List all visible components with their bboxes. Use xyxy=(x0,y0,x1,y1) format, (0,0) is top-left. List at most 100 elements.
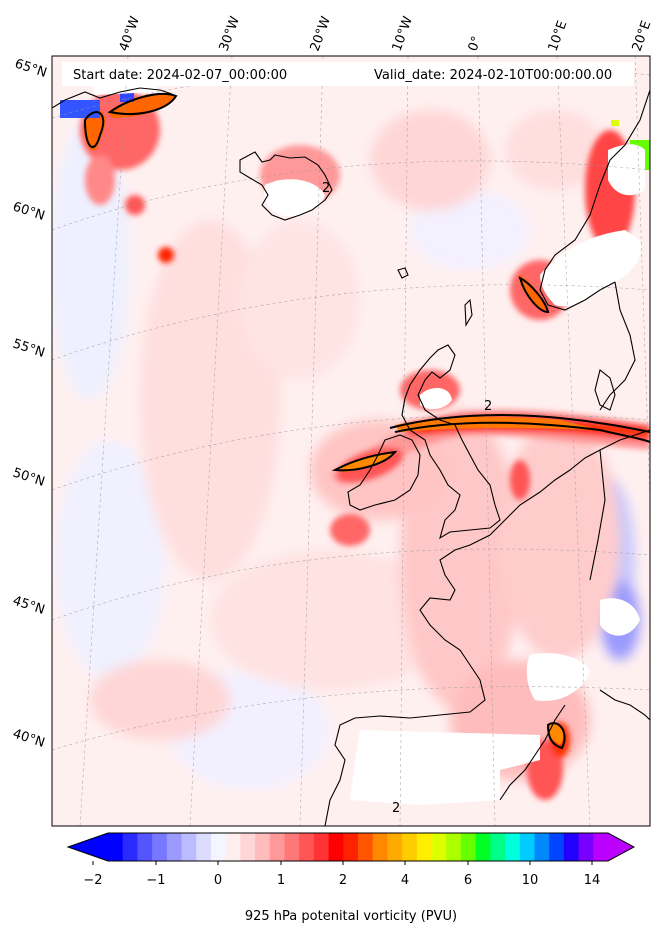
colorbar-swatch xyxy=(431,833,447,861)
colorbar-swatch xyxy=(519,833,535,861)
colorbar-swatch xyxy=(343,833,359,861)
colorbar-swatch xyxy=(563,833,580,861)
valid-date: Valid_date: 2024-02-10T00:00:00.00 xyxy=(374,68,612,83)
cb-tick-label: 1 xyxy=(277,873,285,888)
colorbar-outline xyxy=(66,832,636,862)
lat-label: 55°N xyxy=(11,337,47,361)
colorbar-swatch xyxy=(299,833,315,861)
mask-iberia xyxy=(350,730,540,805)
cb-tick-label: 10 xyxy=(522,873,539,888)
mask-alps xyxy=(526,653,590,701)
cb-tick-label: 6 xyxy=(464,873,472,888)
mask-norway-north xyxy=(608,144,645,196)
colorbar-swatch xyxy=(402,833,418,861)
colorbar-swatch xyxy=(446,833,462,861)
feature-blue-greenland xyxy=(60,100,100,118)
latitude-labels: 65°N 60°N 55°N 50°N 45°N 40°N xyxy=(11,57,49,751)
coast-norway xyxy=(539,89,650,311)
colorbar-extend-min xyxy=(68,833,108,861)
cb-tick-label: −2 xyxy=(83,873,102,888)
lat-label: 65°N xyxy=(13,57,49,81)
cb-tick-label: 0 xyxy=(214,873,222,888)
colorbar-swatch xyxy=(240,833,256,861)
colorbar-swatch xyxy=(137,833,153,861)
contour-greenland xyxy=(83,111,105,148)
cb-tick-label: −1 xyxy=(146,873,165,888)
mask-alps-east xyxy=(600,598,640,636)
coast-great-britain xyxy=(401,344,501,540)
colorbar-swatch xyxy=(284,833,300,861)
coast-faroe xyxy=(397,267,409,279)
colorbar-swatch xyxy=(578,833,594,861)
lon-label: 20°E xyxy=(630,19,655,54)
colorbar-swatch xyxy=(460,833,477,861)
lon-label: 0° xyxy=(466,34,485,53)
feature-orange-med xyxy=(548,724,564,745)
cb-tick-label: 2 xyxy=(339,873,347,888)
feature-orange-front xyxy=(395,416,600,432)
colorbar-title: 925 hPa potenital vorticity (PVU) xyxy=(245,909,457,924)
colorbar-swatch xyxy=(416,833,433,861)
masked-terrain xyxy=(90,80,645,805)
lat-label: 50°N xyxy=(11,466,47,490)
colorbar-swatch xyxy=(210,833,227,861)
colorbar-swatch xyxy=(475,833,491,861)
map-frame xyxy=(51,55,651,827)
coast-western-europe xyxy=(324,429,650,826)
coast-shetland xyxy=(464,298,473,327)
contour-norway xyxy=(518,276,550,314)
colorbar-swatch xyxy=(225,833,241,861)
feature-yellow-norway xyxy=(611,120,619,126)
mask-scotland xyxy=(420,388,452,410)
colorbar-swatch xyxy=(166,833,183,861)
colorbar-ticks: −2 −1 0 1 2 4 6 10 14 xyxy=(83,873,600,888)
lon-label: 10°W xyxy=(390,14,416,53)
feature-orange-ireland xyxy=(340,453,395,472)
colorbar-swatch xyxy=(534,833,550,861)
colorbar-swatch xyxy=(358,833,374,861)
mask-iceland xyxy=(264,179,325,217)
map-panel: 2 2 2 Start date: 2024-02-07_00:00:00 Va… xyxy=(52,56,650,826)
longitude-labels: 40°W 30°W 20°W 10°W 0° 10°E 20°E xyxy=(117,14,655,53)
colorbar-swatch xyxy=(490,833,506,861)
header-band xyxy=(62,62,634,86)
colorbar-swatch xyxy=(372,833,388,861)
graticule xyxy=(52,56,650,826)
colorbar-swatch xyxy=(549,833,565,861)
contour-label-front: 2 xyxy=(484,399,492,414)
feature-orange-greenland xyxy=(83,110,106,151)
colorbar-swatch xyxy=(269,833,285,861)
colorbar-swatch xyxy=(181,833,197,861)
colorbar-swatch xyxy=(593,833,609,861)
lon-label: 10°E xyxy=(546,19,571,54)
contours-2pvu xyxy=(83,92,650,750)
contour-med xyxy=(546,722,566,750)
coastlines xyxy=(52,87,650,826)
lon-label: 40°W xyxy=(117,14,143,53)
lon-label: 30°W xyxy=(217,14,243,53)
coast-iceland xyxy=(239,151,333,221)
colorbar-swatch xyxy=(122,833,138,861)
cb-tick-label: 14 xyxy=(584,873,601,888)
colorbar-swatch xyxy=(152,833,168,861)
coast-germany-border xyxy=(589,449,606,581)
colorbar xyxy=(66,832,636,865)
cb-tick-label: 4 xyxy=(401,873,409,888)
coast-denmark xyxy=(594,369,616,411)
colorbar-swatch xyxy=(505,833,521,861)
contour-label-iberia: 2 xyxy=(392,801,400,816)
colorbar-swatch xyxy=(387,833,403,861)
lat-label: 45°N xyxy=(11,594,47,618)
colorbar-extend-max xyxy=(608,833,634,861)
colorbar-swatch xyxy=(313,833,330,861)
lat-label: 60°N xyxy=(11,200,47,224)
colorbar-swatch xyxy=(328,833,344,861)
coast-italy xyxy=(599,689,650,721)
contour-label-iceland: 2 xyxy=(322,181,330,196)
feature-blue-strait xyxy=(120,92,134,102)
coast-greenland xyxy=(52,87,173,109)
coast-scandinavia-south xyxy=(599,281,636,411)
colorbar-swatch xyxy=(255,833,271,861)
lon-label: 20°W xyxy=(308,14,334,53)
